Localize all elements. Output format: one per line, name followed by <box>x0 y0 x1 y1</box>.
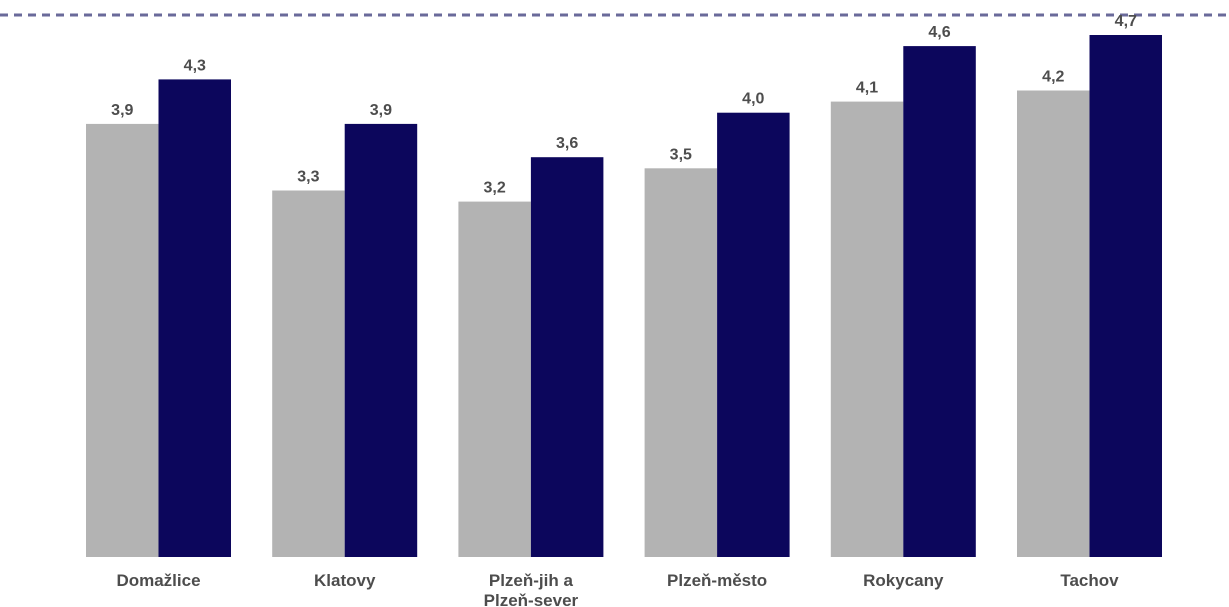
bar-series2-4 <box>717 112 790 557</box>
value-label-series1-1: 3,9 <box>111 102 133 119</box>
bar-series1-6 <box>1017 90 1090 557</box>
bar-series2-3 <box>530 157 604 557</box>
value-label-series1-4: 3,5 <box>670 146 692 163</box>
value-label-series2-4: 4,0 <box>742 91 764 108</box>
value-label-series1-5: 4,1 <box>856 80 878 97</box>
bar-series2-2 <box>344 123 418 558</box>
category-labels-group: Domažlice Klatovy Plzeň-jih a Plzeň-sever Pl… <box>116 571 1119 607</box>
category-label-4: Plzeň-město <box>667 571 767 590</box>
category-label-6: Tachov <box>1060 571 1119 590</box>
value-label-series2-5: 4,6 <box>928 24 950 41</box>
value-label-series1-6: 4,2 <box>1042 69 1064 86</box>
bar-series2-6 <box>1089 35 1162 557</box>
bar-series1-4 <box>644 168 718 558</box>
category-label-3: Plzeň-jih a Plzeň-sever <box>484 571 579 607</box>
value-label-series1-3: 3,2 <box>483 180 505 197</box>
value-label-series2-2: 3,9 <box>370 102 392 119</box>
bars-group <box>86 35 1162 558</box>
value-label-series1-2: 3,3 <box>297 169 319 186</box>
value-labels-group: 3,9 4,3 3,3 3,9 3,2 3,6 3,5 4,0 4,1 4,6 4,2 4,7 <box>111 13 1137 197</box>
category-label-1: Domažlice <box>116 571 200 590</box>
bar-series2-1 <box>158 79 231 558</box>
bar-series1-3 <box>458 201 531 557</box>
value-label-series2-1: 4,3 <box>184 57 206 74</box>
value-label-series2-6: 4,7 <box>1115 13 1137 30</box>
value-label-series2-3: 3,6 <box>556 135 578 152</box>
category-label-2: Klatovy <box>314 571 376 590</box>
bar-series1-1 <box>86 123 159 558</box>
bar-series2-5 <box>903 46 976 557</box>
category-label-5: Rokycany <box>863 571 944 590</box>
bar-series1-5 <box>830 101 904 557</box>
bar-series1-2 <box>272 190 345 557</box>
